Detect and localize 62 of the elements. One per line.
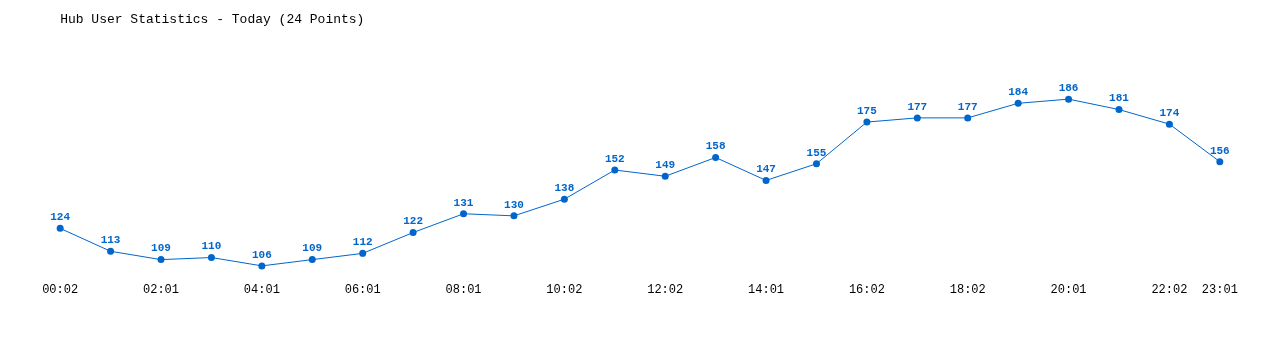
point xyxy=(207,254,215,262)
chart-title: Hub User Statistics - Today (24 Points) xyxy=(60,12,365,28)
point xyxy=(460,210,468,218)
data-label: 147 xyxy=(756,163,776,176)
point xyxy=(56,224,64,232)
point xyxy=(1115,106,1123,114)
x-tick-label: 12:02 xyxy=(647,283,684,297)
point xyxy=(1065,95,1073,103)
data-label: 109 xyxy=(151,242,171,255)
point xyxy=(611,166,619,174)
data-label: 109 xyxy=(302,242,323,255)
data-label: 175 xyxy=(856,104,878,117)
point xyxy=(157,256,165,264)
data-label: 184 xyxy=(1008,86,1029,99)
point xyxy=(308,256,316,264)
data-label: 113 xyxy=(100,234,121,247)
x-tick-label: 20:01 xyxy=(1050,283,1087,297)
x-tick-label: 08:01 xyxy=(445,283,482,297)
data-label: 130 xyxy=(504,198,524,211)
data-label: 149 xyxy=(655,159,676,172)
x-tick-label: 18:02 xyxy=(949,283,986,297)
data-label: 122 xyxy=(403,215,424,228)
x-tick-label: 16:02 xyxy=(848,283,885,297)
data-label: 112 xyxy=(352,236,373,249)
point xyxy=(1165,120,1173,128)
data-label: 152 xyxy=(604,152,625,165)
x-tick-label: 10:02 xyxy=(546,283,583,297)
point xyxy=(560,195,568,203)
x-tick-label: 23:01 xyxy=(1201,283,1238,297)
data-label: 181 xyxy=(1109,92,1130,105)
data-label: 124 xyxy=(50,211,71,224)
point xyxy=(510,212,518,220)
point xyxy=(812,160,820,168)
point xyxy=(107,247,115,255)
point xyxy=(762,176,770,184)
x-tick-label: 04:01 xyxy=(243,283,280,297)
data-label: 131 xyxy=(453,196,474,209)
point xyxy=(863,118,871,126)
x-tick-label: 00:02 xyxy=(42,283,79,297)
x-tick-label: 22:02 xyxy=(1151,283,1188,297)
point xyxy=(964,114,972,122)
data-label: 174 xyxy=(1159,107,1180,120)
data-label: 138 xyxy=(554,182,575,195)
point xyxy=(409,229,417,237)
point xyxy=(913,114,921,122)
data-label: 186 xyxy=(1058,82,1079,95)
x-tick-label: 02:01 xyxy=(143,283,180,297)
data-label: 158 xyxy=(705,140,726,153)
data-label: 177 xyxy=(957,100,978,113)
data-label: 106 xyxy=(251,248,272,261)
point xyxy=(1216,158,1224,166)
data-label: 155 xyxy=(806,146,827,159)
data-label: 110 xyxy=(201,240,222,253)
point xyxy=(359,249,367,257)
data-label: 177 xyxy=(907,100,928,113)
data-label: 156 xyxy=(1209,144,1230,157)
x-tick-label: 06:01 xyxy=(344,283,381,297)
point xyxy=(712,153,720,161)
point xyxy=(258,262,266,270)
x-tick-label: 14:01 xyxy=(748,283,785,297)
point xyxy=(661,172,669,180)
point xyxy=(1014,99,1022,107)
